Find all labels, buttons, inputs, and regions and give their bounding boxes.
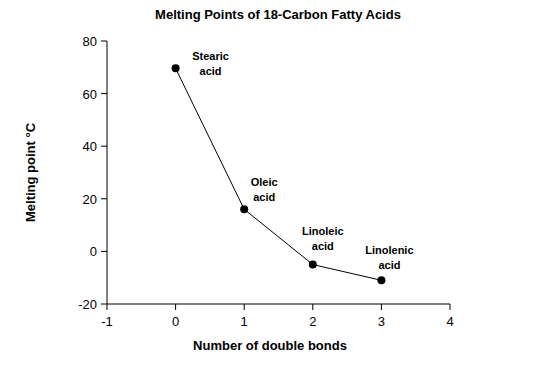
x-tick-label: 4 [446, 314, 453, 329]
annotation: Oleic acid [251, 176, 278, 203]
y-axis-label: Melting point °C [23, 122, 38, 222]
x-tick-label: 0 [172, 314, 179, 329]
annotation-line: acid [312, 240, 334, 252]
x-tick [107, 304, 108, 310]
annotation-line: Linoleic [302, 225, 344, 237]
annotation-line: acid [378, 259, 400, 271]
x-tick-label: 1 [241, 314, 248, 329]
point [172, 64, 180, 72]
y-tick [101, 304, 107, 305]
line [176, 68, 382, 280]
y-tick-label: 40 [83, 139, 97, 154]
x-tick [381, 304, 382, 310]
y-tick-label: 20 [83, 192, 97, 207]
y-tick-label: 0 [90, 244, 97, 259]
x-tick [175, 304, 176, 310]
annotation-line: Linolenic [365, 244, 413, 256]
chart: Melting Points of 18-Carbon Fatty Acids -… [0, 0, 556, 382]
annotation-line: Stearic [192, 50, 229, 62]
x-tick-label: -1 [101, 314, 113, 329]
y-tick [101, 41, 107, 42]
y-tick [101, 198, 107, 199]
x-tick-label: 2 [309, 314, 316, 329]
annotation-line: acid [200, 65, 222, 77]
annotation: Linoleic acid [302, 225, 344, 252]
x-tick-label: 3 [378, 314, 385, 329]
y-tick-label: 80 [83, 34, 97, 49]
x-tick [312, 304, 313, 310]
y-tick [101, 251, 107, 252]
plot-area [172, 64, 386, 284]
y-axis [107, 41, 108, 304]
point [240, 205, 248, 213]
point [377, 276, 385, 284]
title: Melting Points of 18-Carbon Fatty Acids [155, 7, 401, 22]
annotation: Linolenic acid [365, 244, 413, 271]
x-tick [450, 304, 451, 310]
point [309, 261, 317, 269]
annotation: Stearic acid [192, 50, 229, 77]
x-tick [244, 304, 245, 310]
x-axis [107, 304, 450, 305]
y-tick [101, 146, 107, 147]
annotation-line: acid [253, 191, 275, 203]
y-tick-label: 60 [83, 87, 97, 102]
x-axis-label: Number of double bonds [193, 338, 347, 353]
annotation-line: Oleic [251, 176, 278, 188]
y-tick [101, 93, 107, 94]
y-tick-label: -20 [78, 297, 97, 312]
